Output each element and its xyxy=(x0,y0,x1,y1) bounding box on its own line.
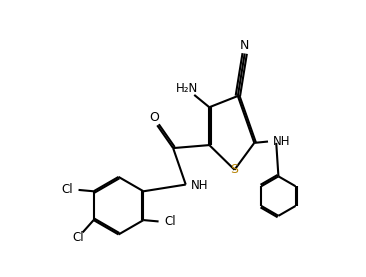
Text: NH: NH xyxy=(273,135,290,148)
Text: NH: NH xyxy=(191,179,208,193)
Text: Cl: Cl xyxy=(61,183,73,196)
Text: S: S xyxy=(231,163,239,176)
Text: Cl: Cl xyxy=(73,231,84,244)
Text: N: N xyxy=(240,39,249,52)
Text: O: O xyxy=(149,111,159,124)
Text: H₂N: H₂N xyxy=(176,82,198,95)
Text: Cl: Cl xyxy=(164,215,176,228)
